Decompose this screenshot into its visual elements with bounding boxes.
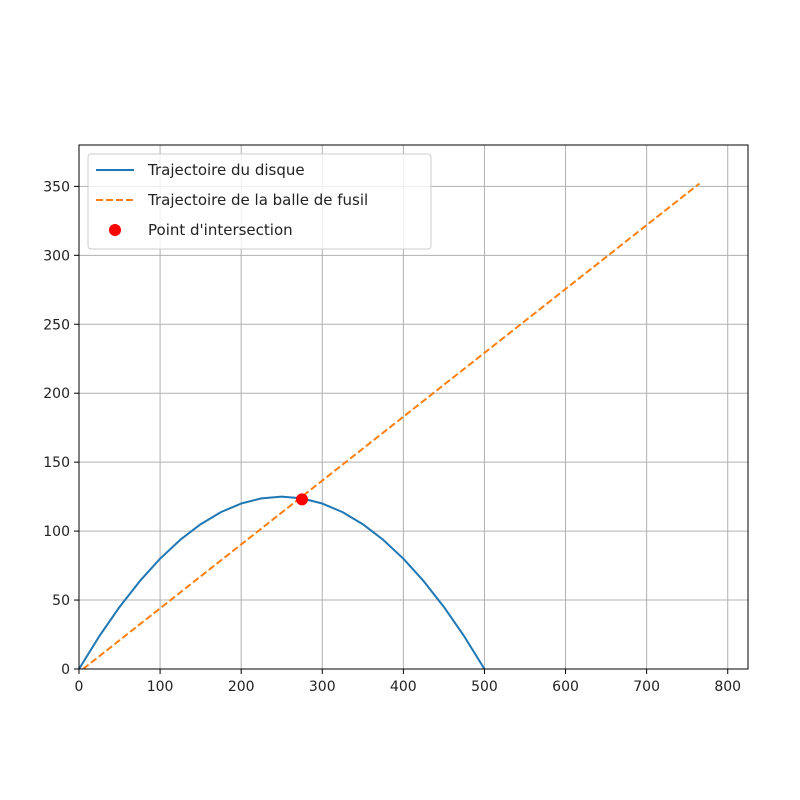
- y-tick-label: 250: [43, 317, 70, 333]
- legend-box: [87, 153, 432, 250]
- y-tick-label: 300: [43, 248, 70, 264]
- x-axis: 0 100 200 300 400 500 600 700 800: [75, 669, 741, 695]
- y-tick-label: 0: [61, 662, 70, 678]
- x-tick-label: 600: [552, 679, 579, 695]
- legend-label: Point d'intersection: [148, 221, 293, 239]
- plot-frame: [78, 144, 749, 670]
- intersection-point: [296, 493, 308, 506]
- y-tick-label: 200: [43, 386, 70, 402]
- legend: Trajectoire du disque Trajectoire de la b…: [87, 153, 432, 250]
- x-tick-label: 500: [471, 679, 498, 695]
- rifle-bullet-trajectory-line: [82, 182, 700, 669]
- y-tick-label: 50: [52, 593, 70, 609]
- legend-swatch-marker: [109, 224, 121, 236]
- legend-label: Trajectoire de la balle de fusil: [147, 191, 368, 209]
- x-tick-label: 200: [228, 679, 255, 695]
- y-tick-label: 100: [43, 524, 70, 540]
- x-tick-label: 0: [75, 679, 84, 695]
- x-tick-label: 800: [714, 679, 741, 695]
- series-layer: [79, 182, 700, 669]
- y-tick-label: 350: [43, 179, 70, 195]
- x-tick-label: 100: [147, 679, 174, 695]
- disc-trajectory-line: [79, 495, 486, 669]
- y-axis: 0 50 100 150 200 250 300 350: [43, 179, 79, 678]
- x-tick-label: 400: [390, 679, 417, 695]
- x-tick-label: 300: [309, 679, 336, 695]
- y-tick-label: 150: [43, 455, 70, 471]
- x-tick-label: 700: [633, 679, 660, 695]
- legend-label: Trajectoire du disque: [147, 161, 305, 179]
